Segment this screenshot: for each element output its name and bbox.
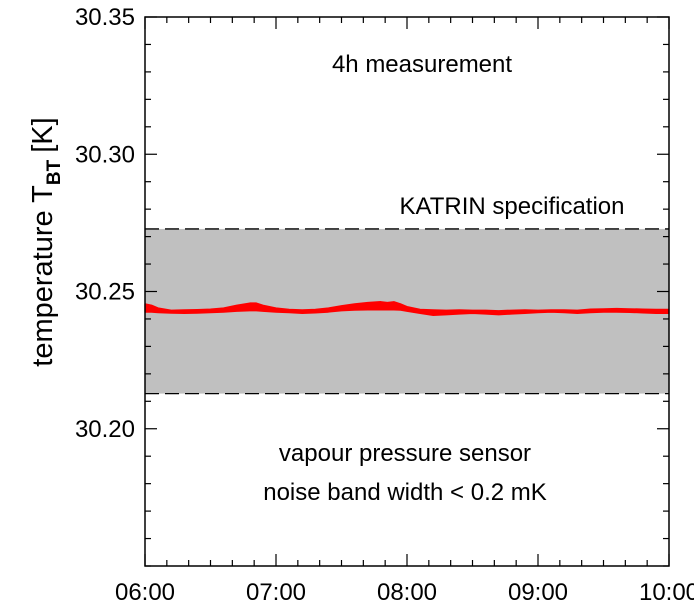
annotation-4h-measurement: 4h measurement (332, 51, 512, 78)
axes: 30.20 30.25 30.30 30.35 06:00 07:00 08:00 09:00… (75, 4, 694, 606)
annotation-sensor-line1: vapour pressure sensor (279, 440, 531, 467)
x-tick-label: 06:00 (115, 579, 175, 606)
annotation-sensor-line2: noise band width < 0.2 mK (263, 479, 547, 506)
y-axis-label-subscript: BT (44, 159, 65, 185)
x-tick-label: 09:00 (508, 579, 568, 606)
x-tick-label: 07:00 (246, 579, 306, 606)
y-tick-label: 30.30 (75, 141, 135, 168)
y-tick-label: 30.35 (75, 4, 135, 31)
y-tick-label: 30.25 (75, 279, 135, 306)
y-axis-label-main: temperature T (27, 185, 59, 367)
y-axis-label: temperature TBT [K] (27, 117, 65, 366)
y-tick-label: 30.20 (75, 416, 135, 443)
plot-area (144, 228, 670, 395)
y-axis-label-unit: [K] (27, 117, 59, 152)
annotation-katrin-specification: KATRIN specification (400, 193, 625, 220)
x-tick-label: 10:00 (639, 579, 694, 606)
chart-text: 4h measurement KATRIN specification vapo… (27, 51, 624, 506)
x-tick-label: 08:00 (377, 579, 437, 606)
